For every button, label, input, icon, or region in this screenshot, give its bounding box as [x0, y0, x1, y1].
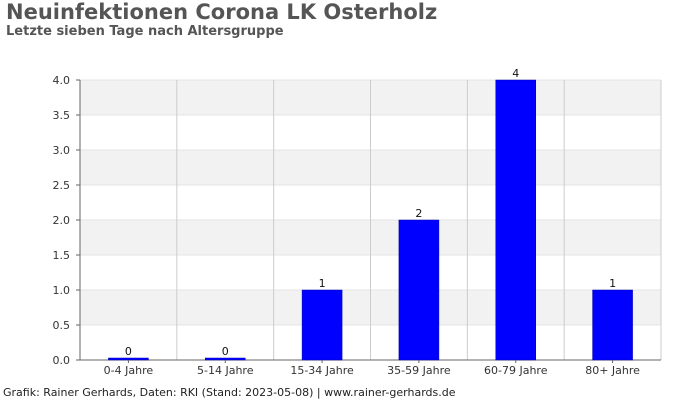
bar: [108, 357, 149, 361]
data-label: 1: [319, 277, 326, 290]
footer-credits: Grafik: Rainer Gerhards, Daten: RKI (Sta…: [3, 386, 456, 399]
y-tick-label: 4.0: [53, 74, 71, 87]
data-label: 1: [609, 277, 616, 290]
bar: [301, 289, 343, 361]
y-tick-label: 2.0: [53, 214, 71, 227]
bar: [495, 79, 536, 361]
y-tick-label: 1.5: [53, 249, 71, 262]
x-tick-label: 35-59 Jahre: [387, 364, 451, 377]
chart-subtitle: Letzte sieben Tage nach Altersgruppe: [6, 24, 284, 39]
x-tick-label: 80+ Jahre: [585, 364, 640, 377]
chart-title: Neuinfektionen Corona LK Osterholz: [6, 0, 438, 24]
y-tick-label: 3.5: [53, 109, 71, 122]
bar: [205, 357, 246, 361]
x-tick-label: 60-79 Jahre: [484, 364, 548, 377]
y-tick-label: 3.0: [53, 144, 71, 157]
data-label: 4: [512, 67, 519, 80]
x-tick-label: 5-14 Jahre: [197, 364, 254, 377]
x-tick-label: 0-4 Jahre: [104, 364, 154, 377]
bar: [398, 219, 440, 361]
y-tick-label: 0.5: [53, 319, 71, 332]
data-label: 0: [125, 345, 132, 358]
y-tick-label: 1.0: [53, 284, 71, 297]
x-tick-label: 15-34 Jahre: [290, 364, 354, 377]
bar: [592, 289, 633, 361]
data-label: 0: [222, 345, 229, 358]
y-tick-label: 0.0: [53, 354, 71, 367]
data-label: 2: [415, 207, 422, 220]
y-tick-label: 2.5: [53, 179, 71, 192]
